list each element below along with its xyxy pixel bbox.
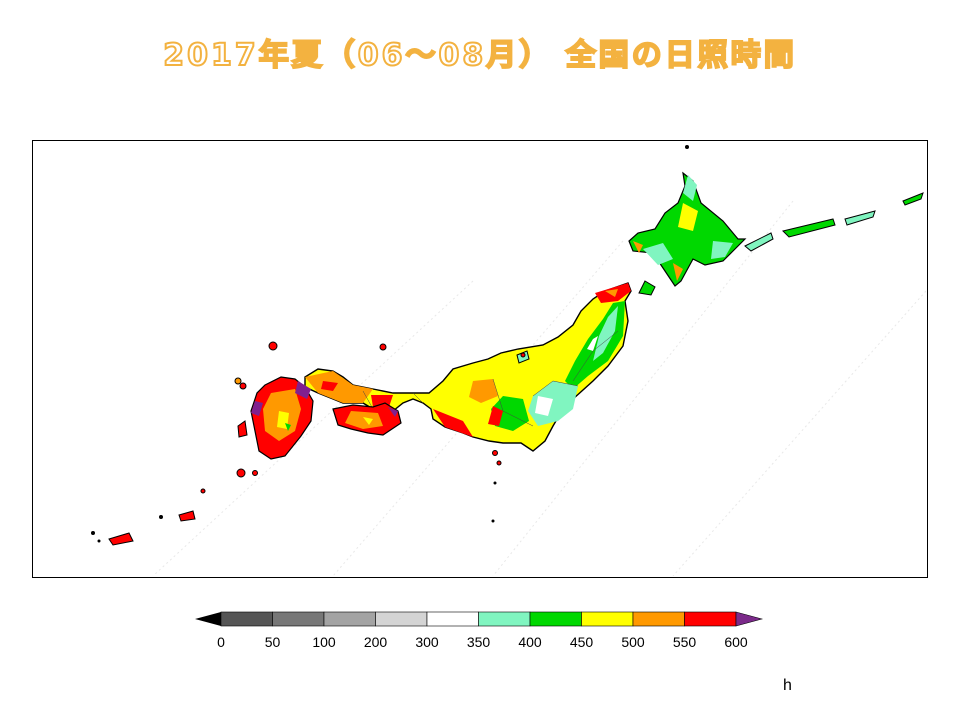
colorbar-low-arrow: [195, 612, 221, 626]
colorbar-tick-label: 450: [569, 634, 594, 650]
colorbar: [195, 611, 764, 627]
colorbar-cell: [426, 611, 479, 627]
page-title: 2017年夏（06～08月） 全国の日照時間: [162, 37, 797, 74]
map-frame: [32, 140, 928, 578]
colorbar-tick-label: 400: [518, 634, 542, 650]
colorbar-cell: [375, 611, 428, 627]
colorbar-tick-label: 550: [672, 634, 697, 650]
legend-unit: h: [783, 677, 792, 694]
colorbar-tick-label: 200: [363, 634, 388, 650]
colorbar-cell: [684, 611, 737, 627]
colorbar-cell: [272, 611, 325, 627]
colorbar-tick-label: 50: [264, 634, 281, 650]
izu-islands: [491, 450, 502, 523]
colorbar-cell: [478, 611, 531, 627]
colorbar-cell: [220, 611, 273, 627]
okinawa-islands: [91, 488, 206, 546]
colorbar-tick-label: 300: [415, 634, 439, 650]
colorbar-cells: [195, 611, 764, 627]
colorbar-tick-label: 600: [724, 634, 748, 650]
japan-sunshine-map: [91, 145, 926, 576]
colorbar-cell: [632, 611, 685, 627]
hokkaido-region: [628, 145, 924, 296]
shikoku-region: [332, 402, 402, 436]
colorbar-high-arrow: [735, 611, 764, 627]
kyushu-region: [234, 341, 526, 478]
colorbar-tick-label: 100: [312, 634, 336, 650]
colorbar-tick-label: 350: [466, 634, 491, 650]
colorbar-tick-label: 0: [217, 634, 225, 650]
colorbar-tick-label: 500: [621, 634, 645, 650]
colorbar-cell: [529, 611, 582, 627]
colorbar-cell: [581, 611, 634, 627]
colorbar-cell: [323, 611, 376, 627]
